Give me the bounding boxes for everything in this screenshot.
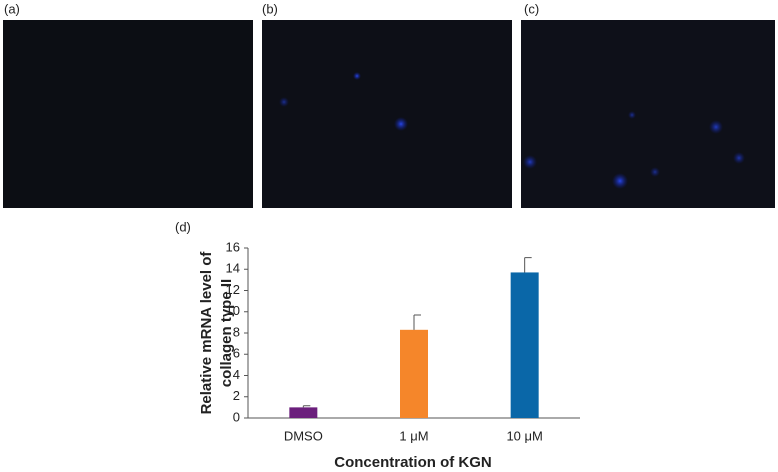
bar bbox=[289, 407, 318, 418]
y-tick-label: 4 bbox=[233, 367, 240, 382]
x-tick-label: 10 μM bbox=[506, 428, 542, 443]
y-tick-label: 8 bbox=[233, 324, 240, 339]
error-bar bbox=[302, 405, 311, 408]
y-tick-label: 10 bbox=[226, 303, 240, 318]
bar bbox=[400, 329, 428, 418]
panel-label: (a) bbox=[4, 1, 20, 16]
y-tick-label: 14 bbox=[226, 261, 240, 276]
error-bar bbox=[524, 257, 532, 273]
y-tick-label: 12 bbox=[226, 282, 240, 297]
micrograph-c bbox=[521, 20, 775, 208]
x-axis-title: Concentration of KGN bbox=[334, 454, 492, 471]
x-tick-label: DMSO bbox=[284, 428, 323, 443]
error-bar bbox=[413, 314, 421, 330]
bar bbox=[510, 272, 539, 418]
panel-label: (b) bbox=[262, 1, 278, 16]
y-tick-label: 0 bbox=[233, 409, 240, 424]
panel-label: (c) bbox=[524, 1, 539, 16]
y-tick-label: 2 bbox=[233, 388, 240, 403]
y-tick-label: 16 bbox=[226, 239, 240, 254]
x-tick-label: 1 μM bbox=[399, 428, 428, 443]
micrograph-a bbox=[3, 20, 253, 208]
panel-label: (d) bbox=[175, 219, 191, 234]
y-tick-label: 6 bbox=[233, 346, 240, 361]
y-axis-title: Relative mRNA level of bbox=[198, 251, 215, 415]
y-axis-title: collagen type II bbox=[218, 279, 235, 387]
micrograph-b bbox=[262, 20, 512, 208]
